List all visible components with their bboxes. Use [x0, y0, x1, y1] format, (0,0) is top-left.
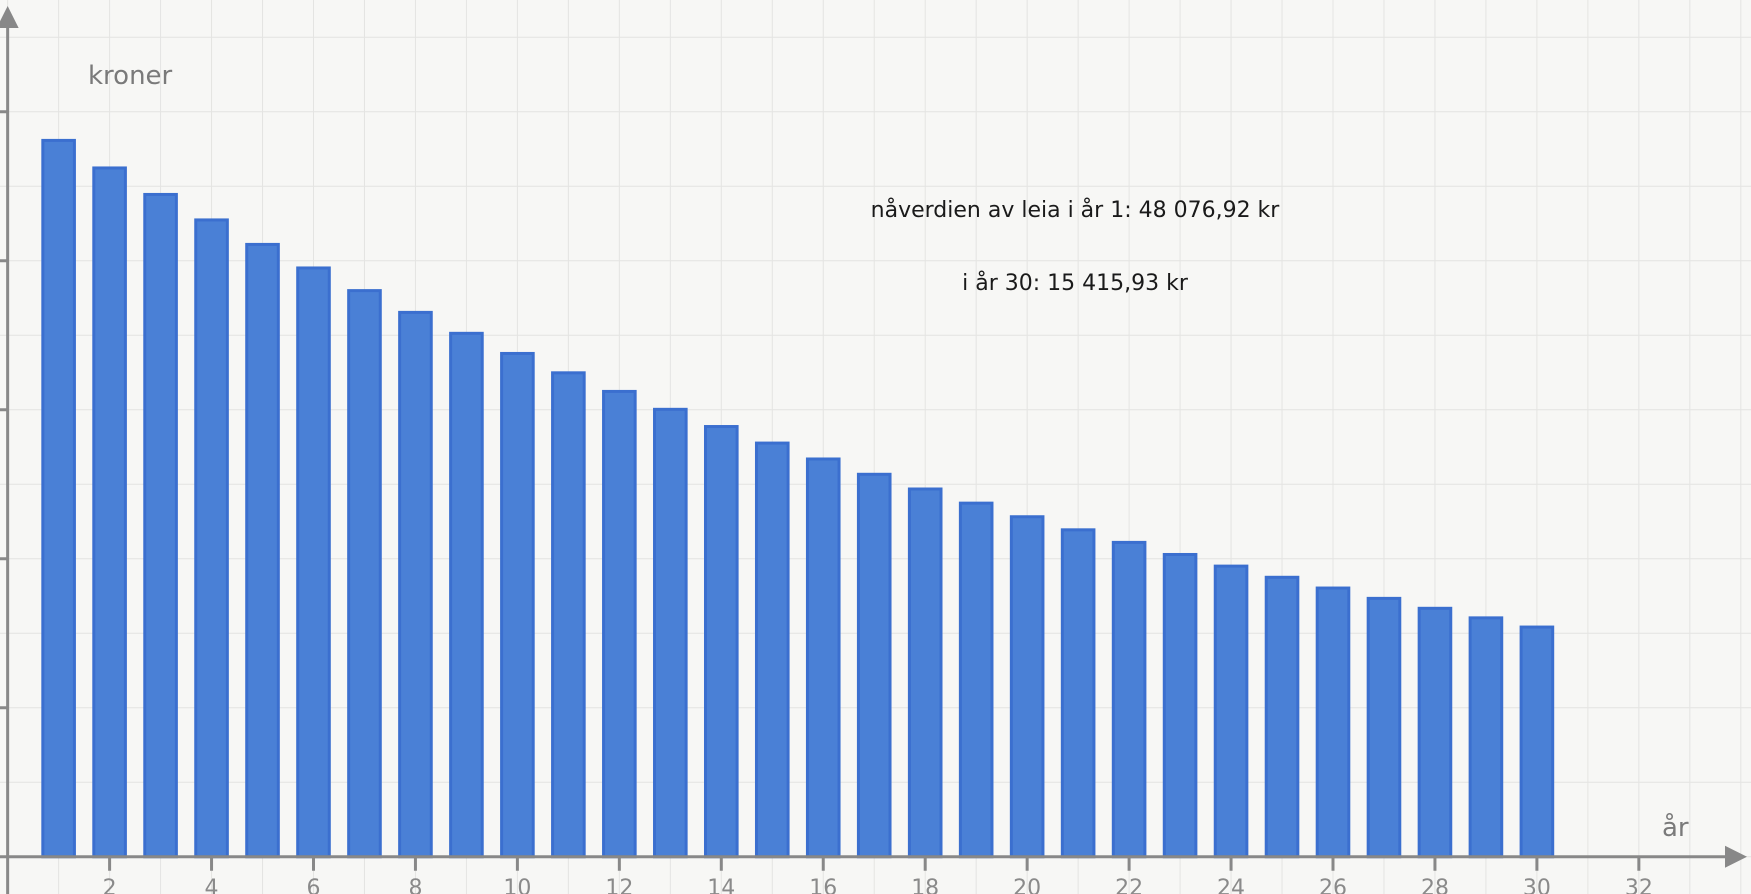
bar-year-24	[1213, 564, 1249, 859]
bar-year-10	[500, 351, 535, 859]
bars	[41, 138, 1555, 859]
bar-year-19	[958, 501, 994, 859]
annotation-present-value-year-1: nåverdien av leia i år 1: 48 076,92 kr	[871, 197, 1281, 223]
x-tick-label: 6	[306, 876, 320, 894]
bar-year-18	[907, 487, 943, 859]
x-tick-label: 18	[911, 876, 939, 894]
x-tick-label: 14	[707, 876, 735, 894]
annotation-present-value-year-30: i år 30: 15 415,93 kr	[962, 270, 1189, 296]
bar-year-27	[1366, 596, 1402, 859]
axes	[0, 6, 1747, 894]
bar-year-5	[245, 242, 280, 859]
x-tick-label: 26	[1319, 876, 1347, 894]
bar-year-8	[398, 310, 433, 859]
bar-year-17	[856, 472, 892, 859]
x-axis-arrow-icon	[1725, 845, 1747, 868]
bar-year-14	[703, 425, 739, 859]
x-tick-label: 20	[1013, 876, 1041, 894]
bar-year-20	[1009, 515, 1045, 859]
bar-year-13	[653, 407, 688, 859]
x-tick-label: 16	[809, 876, 837, 894]
y-axis-title: kroner	[88, 61, 173, 91]
x-tick-label: 22	[1115, 876, 1143, 894]
x-tick-label: 32	[1625, 876, 1653, 894]
bar-year-15	[754, 441, 790, 859]
bar-year-21	[1060, 528, 1096, 859]
bar-year-4	[194, 218, 229, 859]
bar-year-26	[1315, 586, 1351, 859]
bar-year-23	[1162, 552, 1198, 859]
bar-year-29	[1468, 616, 1504, 859]
bar-year-2	[92, 166, 127, 859]
bar-year-28	[1417, 606, 1453, 859]
bar-year-6	[296, 266, 331, 859]
x-tick-label: 12	[605, 876, 633, 894]
x-tick-label: 28	[1421, 876, 1449, 894]
bar-year-12	[602, 389, 637, 859]
x-tick-label: 24	[1217, 876, 1245, 894]
y-axis-arrow-icon	[0, 6, 19, 28]
bar-year-9	[449, 331, 484, 859]
bar-year-3	[143, 192, 178, 859]
x-tick-label: 8	[408, 876, 422, 894]
bar-year-1	[41, 138, 76, 859]
bar-year-11	[551, 371, 586, 859]
bar-year-22	[1111, 540, 1147, 859]
x-tick-label: 2	[103, 876, 117, 894]
bar-year-7	[347, 289, 382, 859]
x-tick-label: 10	[503, 876, 531, 894]
bar-year-25	[1264, 575, 1300, 859]
x-tick-label: 4	[205, 876, 219, 894]
bar-year-30	[1519, 625, 1555, 859]
x-axis-title: år	[1662, 812, 1689, 843]
ticks: 2468101214161820222426283032010 00020 00…	[0, 110, 1653, 894]
bar-year-16	[805, 457, 841, 859]
x-tick-label: 30	[1523, 876, 1551, 894]
